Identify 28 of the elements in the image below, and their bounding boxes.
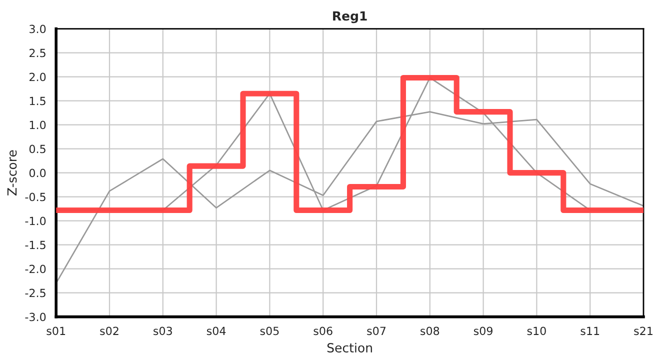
y-tick-label: -3.0 <box>25 312 46 322</box>
y-tick-label: 1.5 <box>30 96 46 106</box>
x-tick-label: s10 <box>527 326 546 336</box>
y-tick-label: -2.5 <box>25 288 46 298</box>
x-tick-label: s01 <box>46 326 66 336</box>
chart-title: Reg1 <box>333 11 367 24</box>
x-tick-label: s02 <box>100 326 118 336</box>
y-tick-label: 0.5 <box>29 144 46 154</box>
x-tick-label: s07 <box>367 326 386 336</box>
y-tick-label: -2.0 <box>25 264 46 274</box>
y-tick-label: 0.0 <box>29 168 46 178</box>
x-tick-label: s03 <box>154 326 172 336</box>
y-tick-label: -1.0 <box>25 216 46 226</box>
y-tick-label: 1.0 <box>30 120 46 130</box>
x-axis-title: Section <box>327 342 372 353</box>
x-tick-label: s09 <box>474 326 492 336</box>
x-tick-label: s06 <box>314 326 332 336</box>
y-tick-label: 2.0 <box>30 72 46 82</box>
x-tick-label: s11 <box>580 326 600 336</box>
y-axis-title: Z-score <box>7 150 17 196</box>
y-tick-label: 3.0 <box>30 24 46 34</box>
y-tick-label: -1.5 <box>25 240 46 250</box>
x-tick-label: s04 <box>206 326 226 336</box>
y-tick-label: -0.5 <box>25 192 46 202</box>
x-tick-label: s21 <box>634 326 652 336</box>
x-tick-label: s08 <box>420 326 440 336</box>
x-tick-label: s05 <box>260 326 279 336</box>
y-tick-label: 2.5 <box>30 48 46 58</box>
